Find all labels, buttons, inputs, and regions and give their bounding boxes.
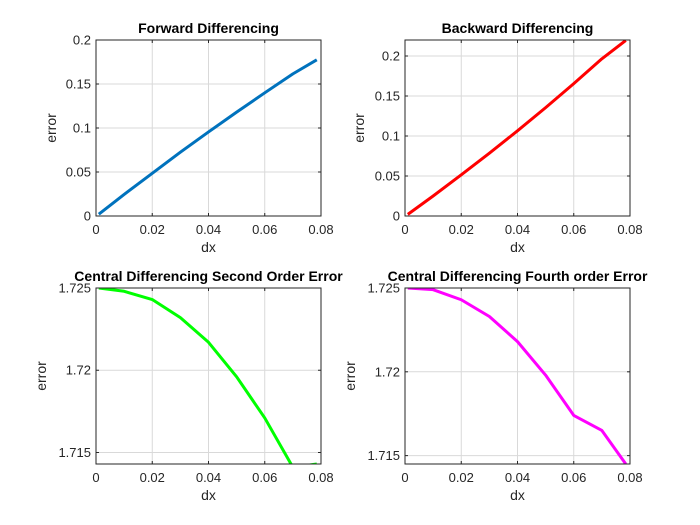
x-tick-label: 0.08 xyxy=(617,470,642,485)
y-tick-label: 1.725 xyxy=(367,281,400,296)
x-tick-label: 0.02 xyxy=(449,470,474,485)
x-tick-label: 0.06 xyxy=(561,222,586,237)
subplot-2: 0 0.02 0.04 0.06 0.08 0 0.05 0.1 0.15 0.2 Backward… xyxy=(351,20,643,255)
y-axis-label: error xyxy=(351,113,367,143)
x-tick-label: 0 xyxy=(401,222,408,237)
chart-title: Central Differencing Second Order Error xyxy=(74,268,343,284)
y-tick-label: 0.15 xyxy=(375,89,400,104)
chart-title: Forward Differencing xyxy=(138,20,279,36)
x-tick-label: 0.06 xyxy=(561,470,586,485)
x-tick-label: 0.06 xyxy=(252,222,277,237)
y-tick-label: 0 xyxy=(393,209,400,224)
x-tick-label: 0.08 xyxy=(617,222,642,237)
y-tick-label: 0 xyxy=(84,209,91,224)
series-line xyxy=(407,288,628,464)
y-tick-label: 1.72 xyxy=(66,363,91,378)
y-tick-label: 0.1 xyxy=(382,129,400,144)
x-tick-label: 0.02 xyxy=(140,470,165,485)
x-tick-label: 0.08 xyxy=(308,470,333,485)
y-tick-label: 0.1 xyxy=(73,121,91,136)
y-tick-label: 0.15 xyxy=(66,77,91,92)
x-tick-label: 0 xyxy=(92,470,99,485)
x-tick-label: 0.04 xyxy=(196,222,221,237)
x-tick-label: 0.06 xyxy=(252,470,277,485)
y-axis-label: error xyxy=(43,113,59,143)
series-line xyxy=(97,58,318,216)
series-line xyxy=(98,288,317,464)
x-axis-label: dx xyxy=(201,239,216,255)
y-tick-label: 0.2 xyxy=(73,33,91,48)
y-axis-label: error xyxy=(342,361,358,391)
y-tick-label: 0.05 xyxy=(375,169,400,184)
y-tick-label: 1.715 xyxy=(367,448,400,463)
chart-title: Backward Differencing xyxy=(442,20,594,36)
x-tick-label: 0.04 xyxy=(196,470,221,485)
y-tick-label: 1.715 xyxy=(58,445,91,460)
x-tick-label: 0.02 xyxy=(140,222,165,237)
y-tick-label: 1.725 xyxy=(58,281,91,296)
y-tick-label: 1.72 xyxy=(375,364,400,379)
x-axis-label: dx xyxy=(510,239,525,255)
x-tick-label: 0.04 xyxy=(505,222,530,237)
y-axis-label: error xyxy=(33,361,49,391)
subplot-1: 0 0.02 0.04 0.06 0.08 0 0.05 0.1 0.15 0.2 Forward … xyxy=(43,20,334,255)
x-axis-label: dx xyxy=(201,487,216,503)
x-tick-label: 0 xyxy=(92,222,99,237)
y-tick-label: 0.05 xyxy=(66,165,91,180)
x-tick-label: 0.08 xyxy=(308,222,333,237)
x-tick-label: 0.02 xyxy=(449,222,474,237)
x-axis-label: dx xyxy=(510,487,525,503)
x-tick-label: 0.04 xyxy=(505,470,530,485)
series-line xyxy=(406,40,627,216)
y-tick-label: 0.2 xyxy=(382,49,400,64)
chart-title: Central Differencing Fourth order Error xyxy=(388,268,648,284)
x-tick-label: 0 xyxy=(401,470,408,485)
